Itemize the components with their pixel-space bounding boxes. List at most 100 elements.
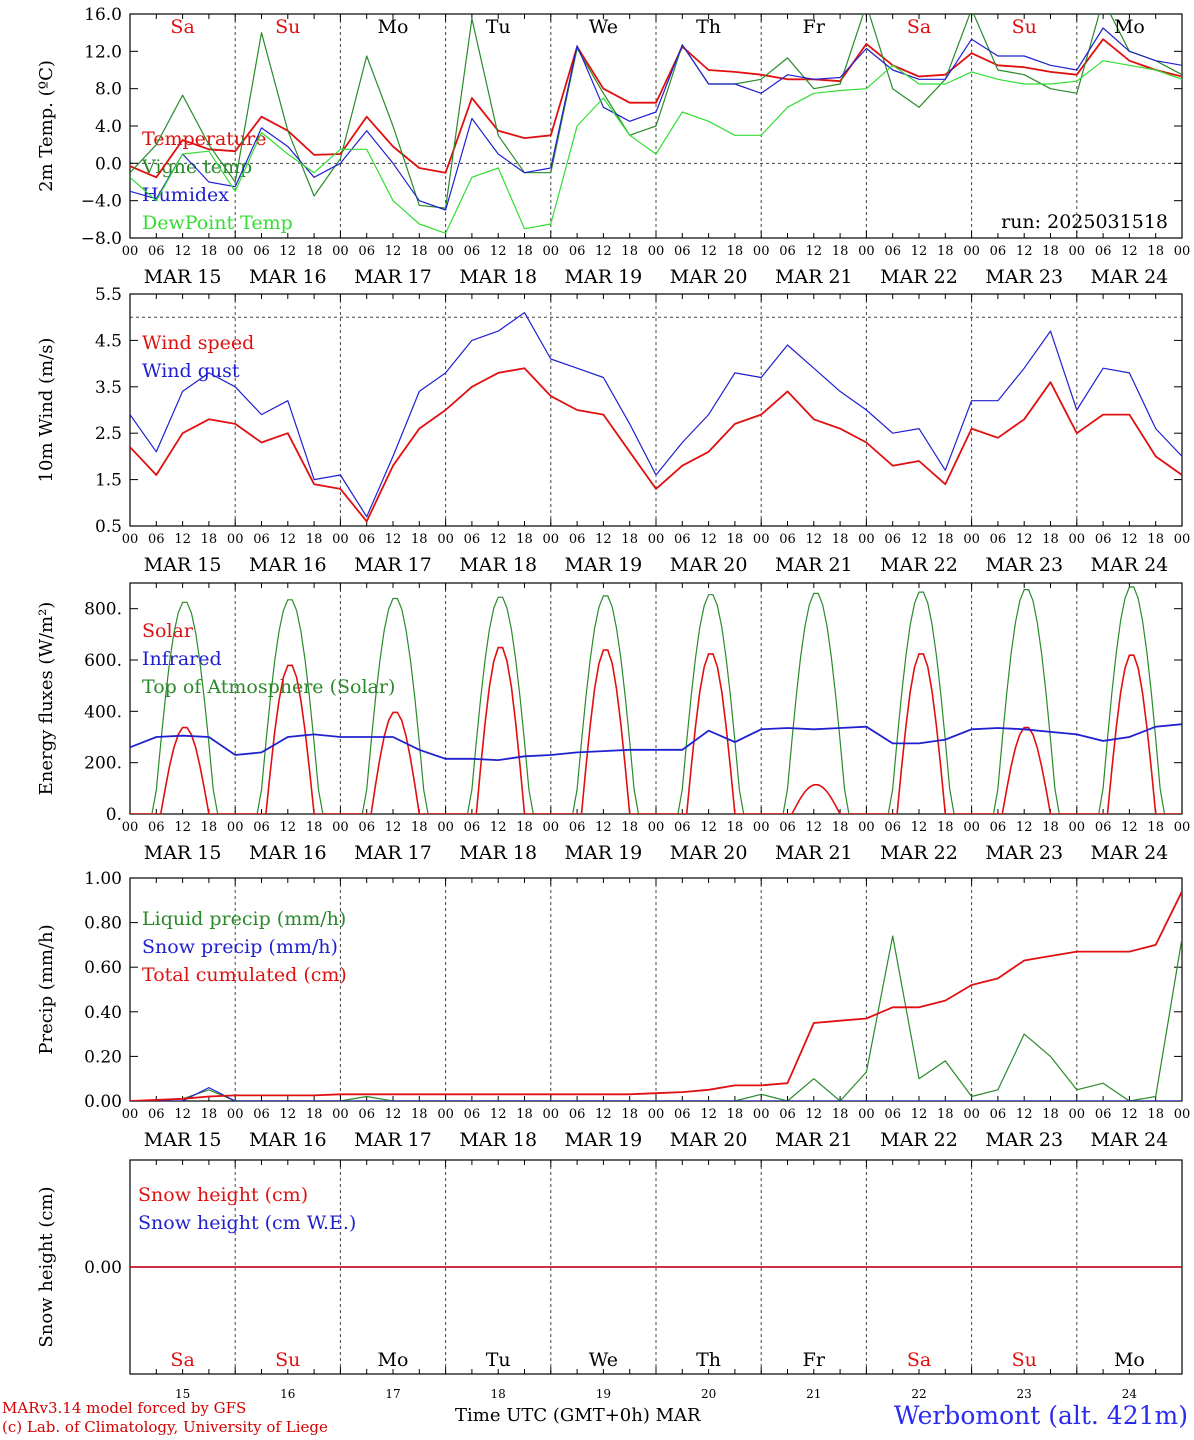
date-label: MAR 20 [670, 266, 748, 288]
hour-tick-label: 18 [832, 820, 849, 835]
hour-tick-label: 18 [306, 244, 323, 259]
weekday-label-top: Mo [1114, 16, 1145, 38]
hour-tick-label: 06 [569, 820, 586, 835]
hour-tick-label: 06 [779, 820, 796, 835]
y-tick-label: −4.0 [81, 192, 122, 212]
hour-tick-label: 06 [358, 820, 375, 835]
y-tick-label: 0.0 [95, 154, 122, 174]
hour-tick-label: 18 [306, 1107, 323, 1122]
hour-tick-label: 12 [806, 820, 823, 835]
day-number-label: 19 [596, 1387, 611, 1401]
weekday-label-bottom: Su [1012, 1349, 1037, 1371]
y-tick-label: 0.20 [84, 1047, 122, 1067]
legend-temperature: Temperature [142, 128, 266, 150]
run-label: run: 2025031518 [1001, 211, 1168, 233]
date-label: MAR 24 [1091, 266, 1169, 288]
hour-tick-label: 00 [437, 1107, 454, 1122]
hour-tick-label: 06 [779, 244, 796, 259]
hour-tick-label: 18 [1042, 532, 1059, 547]
hour-tick-label: 12 [595, 244, 612, 259]
date-label: MAR 17 [354, 1129, 432, 1151]
hour-tick-label: 18 [516, 244, 533, 259]
day-number-label: 24 [1122, 1387, 1138, 1401]
y-tick-label: 600. [84, 651, 122, 671]
hour-tick-label: 06 [1095, 820, 1112, 835]
date-label: MAR 20 [670, 554, 748, 576]
date-label: MAR 16 [249, 554, 327, 576]
date-label: MAR 23 [985, 1129, 1063, 1151]
hour-tick-label: 12 [174, 820, 191, 835]
hour-tick-label: 00 [1174, 532, 1191, 547]
hour-tick-label: 18 [516, 1107, 533, 1122]
hour-tick-label: 00 [122, 244, 139, 259]
date-label: MAR 17 [354, 842, 432, 864]
day-number-label: 18 [491, 1387, 506, 1401]
hour-tick-label: 12 [280, 820, 297, 835]
date-label: MAR 16 [249, 842, 327, 864]
y-tick-label: 0.60 [84, 958, 122, 978]
hour-tick-label: 06 [569, 532, 586, 547]
hour-tick-label: 06 [990, 820, 1007, 835]
hour-tick-label: 18 [937, 1107, 954, 1122]
hour-tick-label: 18 [727, 244, 744, 259]
hour-tick-label: 18 [621, 532, 638, 547]
date-label: MAR 18 [459, 1129, 537, 1151]
date-label: MAR 17 [354, 266, 432, 288]
hour-tick-label: 12 [806, 244, 823, 259]
panel-3: 800. 600. 400. 200. 0. Energy fluxes (W/m²) 00… [36, 582, 1190, 864]
hour-tick-label: 12 [1121, 820, 1138, 835]
hour-tick-label: 18 [727, 1107, 744, 1122]
y-tick-label: 0.80 [84, 914, 122, 934]
hour-tick-label: 00 [858, 532, 875, 547]
weekday-label-bottom: Mo [1114, 1349, 1145, 1371]
hour-tick-label: 12 [280, 532, 297, 547]
hour-tick-label: 12 [595, 820, 612, 835]
y-tick-label: −8.0 [81, 229, 122, 249]
legend-snow-height-cm-: Snow height (cm) [138, 1184, 308, 1206]
hour-tick-label: 18 [411, 1107, 428, 1122]
panel-4: 1.00 0.80 0.60 0.40 0.20 0.00 Precip (mm/h) 00 0… [36, 869, 1190, 1151]
series-wind-speed [130, 367, 1182, 523]
y-tick-label: 800. [84, 600, 122, 620]
y-tick-label: 8.0 [95, 80, 122, 100]
hour-tick-label: 12 [490, 1107, 507, 1122]
weekday-label-top: Sa [170, 16, 194, 38]
weekday-label-bottom: Fr [803, 1349, 826, 1371]
hour-tick-label: 06 [569, 1107, 586, 1122]
hour-tick-label: 06 [779, 1107, 796, 1122]
legend-wind-speed: Wind speed [142, 332, 254, 354]
hour-tick-label: 18 [832, 1107, 849, 1122]
date-label: MAR 22 [880, 554, 958, 576]
hour-tick-label: 12 [490, 532, 507, 547]
weekday-label-top: Th [696, 16, 721, 38]
y-tick-label: 400. [84, 702, 122, 722]
date-label: MAR 23 [985, 842, 1063, 864]
date-label: MAR 21 [775, 842, 853, 864]
hour-tick-label: 18 [201, 244, 218, 259]
hour-tick-label: 06 [253, 1107, 270, 1122]
hour-tick-label: 06 [990, 532, 1007, 547]
panel-5: 0.00 Snow height (cm) Snow height (cm) Snow… [36, 1159, 1183, 1375]
weekday-label-top: Tu [486, 16, 511, 38]
y-tick-label: 5.5 [95, 285, 122, 305]
date-label: MAR 15 [144, 1129, 222, 1151]
hour-tick-label: 06 [148, 244, 165, 259]
hour-tick-label: 18 [832, 244, 849, 259]
date-label: MAR 19 [565, 842, 643, 864]
hour-tick-label: 18 [1042, 244, 1059, 259]
hour-tick-label: 06 [358, 1107, 375, 1122]
date-label: MAR 24 [1091, 1129, 1169, 1151]
weekday-label-top: Fr [803, 16, 826, 38]
day-number-label: 22 [911, 1387, 926, 1401]
hour-tick-label: 00 [1069, 244, 1086, 259]
legend-wind-gust: Wind gust [142, 360, 240, 382]
hour-tick-label: 00 [963, 244, 980, 259]
hour-tick-label: 06 [1095, 244, 1112, 259]
hour-tick-label: 12 [280, 1107, 297, 1122]
hour-tick-label: 12 [385, 820, 402, 835]
legend-total-cumulated-cm-: Total cumulated (cm) [142, 964, 347, 986]
hour-tick-label: 06 [148, 1107, 165, 1122]
hour-tick-label: 18 [621, 244, 638, 259]
legend-humidex: Humidex [142, 184, 229, 206]
